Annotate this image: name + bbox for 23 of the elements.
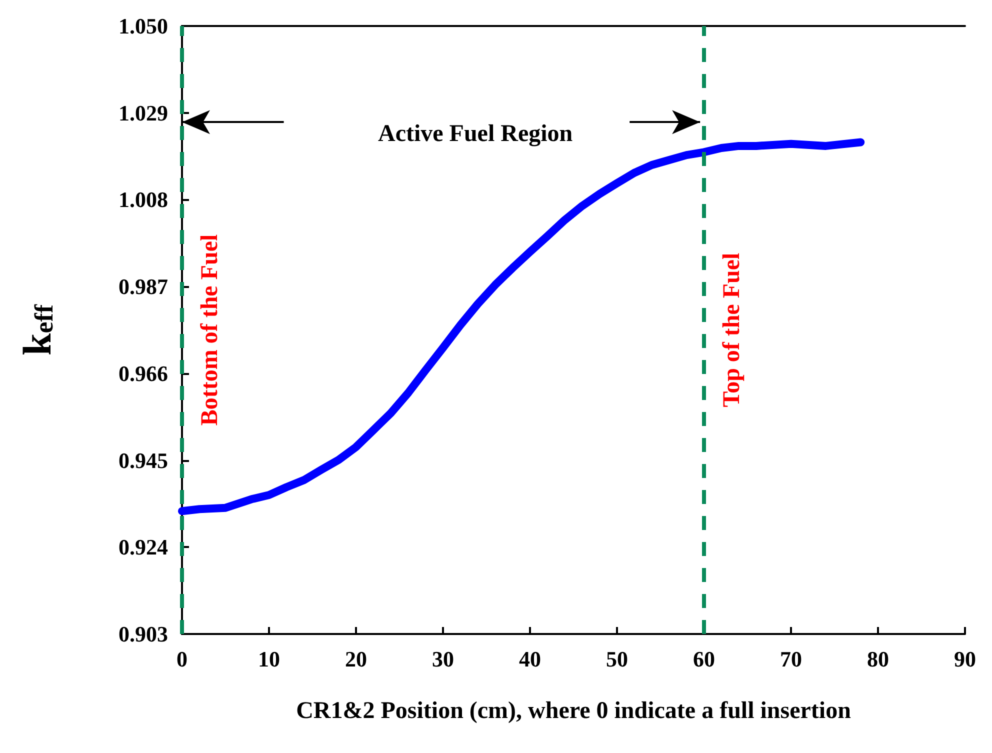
- y-tick-label: 0.987: [118, 274, 168, 300]
- y-tick-label: 1.050: [118, 14, 168, 38]
- ref-line-label: Bottom of the Fuel: [197, 234, 223, 426]
- x-tick-label: 10: [258, 646, 280, 672]
- y-tick-label: 0.945: [118, 448, 168, 473]
- x-tick-label: 50: [606, 646, 628, 672]
- x-axis-title: CR1&2 Position (cm), where 0 indicate a full insertion: [296, 698, 851, 724]
- annotation: Active Fuel Region: [378, 121, 573, 147]
- y-tick-label: 1.008: [118, 187, 168, 212]
- x-tick-label: 30: [432, 646, 454, 672]
- x-tick-label: 20: [345, 646, 367, 672]
- x-tick-label: 80: [867, 646, 889, 672]
- x-tick-label: 60: [693, 646, 715, 672]
- x-tick-label: 70: [780, 646, 802, 672]
- x-tick-label: 90: [954, 646, 976, 672]
- y-axis-title: keff: [14, 304, 60, 356]
- ref-line-label: Top of the Fuel: [719, 252, 745, 408]
- y-tick-label: 0.924: [118, 534, 168, 560]
- y-tick-label: 0.966: [118, 360, 168, 386]
- y-tick-label: 1.029: [118, 100, 168, 126]
- x-tick-label: 0: [176, 646, 188, 672]
- y-tick-label: 0.903: [118, 622, 168, 646]
- x-tick-label: 40: [519, 646, 541, 672]
